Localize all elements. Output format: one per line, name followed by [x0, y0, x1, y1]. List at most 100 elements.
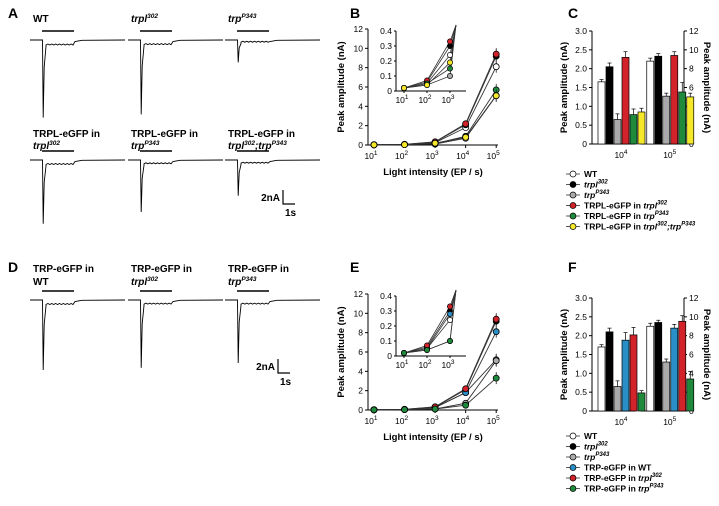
x-axis-label: Light intensity (EP / s) [383, 167, 483, 178]
legend-marker [569, 453, 577, 461]
inset-series-line-4 [403, 289, 457, 354]
trace-top-3 [30, 150, 126, 224]
series-line-4 [373, 318, 497, 411]
trace-top-1 [128, 30, 224, 115]
bar [646, 60, 655, 145]
inset-y-tick-label: 0.1 [380, 71, 392, 81]
y-tick-label: 2 [358, 386, 363, 396]
legend-label: trpP343 [584, 452, 610, 462]
current-trace [128, 299, 224, 368]
inset-x-tick-label: 101 [395, 359, 408, 370]
bar [670, 55, 679, 145]
inset-data-point [447, 311, 453, 317]
trace-top-5 [225, 150, 321, 196]
current-trace [30, 299, 126, 371]
bar [662, 95, 671, 145]
x-tick-label: 101 [364, 415, 377, 426]
x-tick-label: 102 [395, 415, 408, 426]
inset-x-tick-label: 103 [441, 359, 454, 370]
data-point [462, 133, 470, 141]
series-line-3 [373, 331, 497, 411]
inset-data-point [447, 317, 453, 323]
inset-data-point [447, 59, 453, 66]
trace-top-4 [128, 150, 224, 213]
y-tick-label-left: 2.5 [575, 45, 587, 55]
y-tick-label-left: 1.0 [575, 101, 587, 111]
data-point [462, 385, 470, 393]
inset-data-point [447, 52, 453, 58]
trace-label-line2: trpP343 [228, 276, 257, 288]
inset-series-line-5 [403, 289, 457, 354]
data-point [462, 120, 470, 128]
y-tick-label: 8 [358, 63, 363, 73]
scale-bar-top: 2nA 1s [261, 190, 297, 219]
inset-y-tick-label: 0.2 [380, 56, 392, 66]
inset-y-tick-label: 0 [387, 351, 392, 361]
legend-marker [569, 170, 577, 178]
y-tick-label-right: 6 [689, 83, 694, 93]
y-tick-label: 12 [354, 289, 364, 299]
legend-label: WT [584, 169, 598, 179]
y-tick-label-left: 2.0 [575, 331, 587, 341]
scale-bar-time: 1s [280, 377, 292, 388]
trace-bottom-2 [225, 290, 321, 364]
y-axis-label: Peak amplitude (nA) [336, 41, 347, 132]
inset-y-tick-label: 0.1 [380, 336, 392, 346]
legend-label: TRP-eGFP in trpl302 [584, 473, 663, 483]
y-axis-label-left: Peak amplitude (nA) [559, 309, 570, 400]
data-point [492, 374, 500, 382]
group-label: 105 [663, 416, 676, 427]
trace-bottom-0 [30, 290, 126, 371]
current-trace [225, 299, 321, 364]
inset-x-tick-label: 102 [418, 94, 431, 105]
inset-y-tick-label: 0.4 [380, 291, 392, 301]
inset-series-line-3 [403, 289, 457, 354]
y-tick-label-left: 0.5 [575, 387, 587, 397]
bar [613, 386, 622, 412]
bar [613, 119, 622, 145]
current-trace [128, 39, 224, 115]
panel-letter-c: C [568, 5, 578, 21]
chart-e: 0 2 4 6 8 10 12 101 102 103 104 105 Peak amplitude (… [336, 289, 500, 443]
y-tick-label-right: 6 [689, 350, 694, 360]
y-tick-label: 10 [354, 308, 364, 318]
legend-marker [569, 443, 577, 450]
legend-marker [569, 474, 577, 482]
trace-bottom-1 [128, 290, 224, 368]
bar [605, 66, 614, 145]
x-axis-label: Light intensity (EP / s) [383, 432, 483, 443]
inset-data-point [424, 82, 430, 88]
bar [686, 96, 695, 145]
data-point [492, 92, 500, 100]
inset-y-tick-label: 0.3 [380, 41, 392, 51]
panel-letter-f: F [568, 259, 577, 275]
legend-label: WT [584, 431, 598, 441]
y-tick-label-left: 3.0 [575, 26, 587, 36]
inset-x-tick-label: 103 [441, 94, 454, 105]
panel-letter-e: E [350, 259, 359, 275]
inset-data-point [424, 347, 430, 353]
bar [646, 325, 655, 412]
trace-label-line2: trpl302 [33, 140, 60, 152]
trace-label-top-2: trpP343 [228, 13, 257, 25]
chart-f: 00.51.01.52.02.53.0024681012Peak amplitu… [559, 293, 712, 427]
trace-label-top-1: trpl302 [131, 13, 158, 25]
group-label: 104 [614, 416, 627, 427]
y-tick-label: 10 [354, 43, 364, 53]
bar [686, 378, 695, 412]
trace-label-line2: WT [33, 277, 49, 288]
group-label: 104 [614, 149, 627, 160]
x-tick-label: 104 [456, 415, 469, 426]
trace-label-line1: TRPL-eGFP in [33, 129, 100, 140]
bar [654, 55, 663, 145]
legend-label: trpP343 [584, 190, 610, 200]
data-point [431, 405, 439, 413]
y-tick-label-right: 12 [689, 26, 699, 36]
data-point [492, 357, 500, 365]
inset-data-point [401, 350, 407, 356]
inset-x-tick-label: 102 [418, 359, 431, 370]
y-tick-label: 6 [358, 82, 363, 92]
trace-label-line1: trpl302 [131, 13, 158, 25]
